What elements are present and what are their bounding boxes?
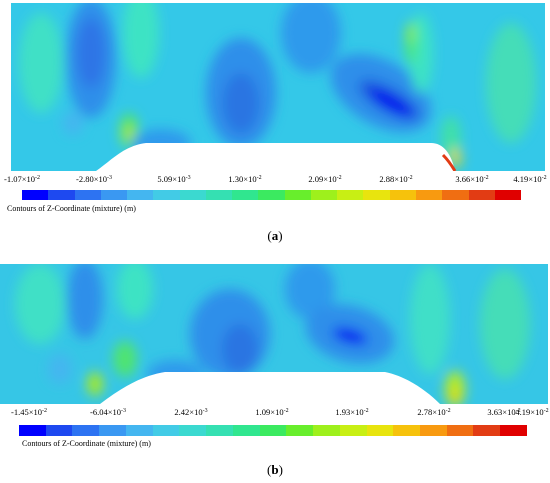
tick-label: 2.09×10-2 (308, 174, 342, 184)
colorbar-swatch (366, 425, 394, 436)
colorbar-swatch (206, 425, 233, 436)
tick-label: 5.09×10-3 (157, 174, 191, 184)
wall-body (96, 143, 455, 171)
colorbar-swatch (48, 190, 75, 200)
wall-body (100, 372, 440, 404)
contour-plot-a (11, 3, 545, 171)
colorbar-swatch (72, 425, 100, 436)
colorbar-swatch (232, 190, 259, 200)
colorbar-b (19, 425, 527, 436)
colorbar-swatch (152, 425, 180, 436)
tick-label: 3.66×10-2 (455, 174, 489, 184)
colorbar-swatch (389, 190, 416, 200)
colorbar-swatch (19, 425, 46, 436)
colorbar-swatch (258, 190, 285, 200)
tick-labels-b: -1.45×10-2 -6.04×10-3 2.42×10-3 1.09×10-… (0, 407, 550, 419)
tick-label: 3.63×10-2 (487, 407, 521, 417)
contour-plot-b (0, 264, 548, 404)
panel-b: -1.45×10-2 -6.04×10-3 2.42×10-3 1.09×10-… (0, 256, 550, 451)
tick-label: 2.88×10-2 (379, 174, 413, 184)
tick-label: 2.42×10-3 (174, 407, 208, 417)
colorbar-swatch (446, 425, 474, 436)
tick-label: -1.45×10-2 (11, 407, 47, 417)
colorbar-swatch (284, 190, 311, 200)
tick-labels-a: -1.07×10-2 -2.80×10-3 5.09×10-3 1.30×10-… (0, 174, 550, 186)
colorbar-caption-a: Contours of Z-Coordinate (mixture) (m) (7, 204, 136, 213)
colorbar-swatch (179, 190, 206, 200)
tick-label: -6.04×10-3 (90, 407, 126, 417)
tick-label: 4.19×10-2 (515, 407, 549, 417)
tick-label: 1.09×10-2 (255, 407, 289, 417)
colorbar-swatch (468, 190, 495, 200)
tick-label: -1.07×10-2 (4, 174, 40, 184)
colorbar-swatch (420, 425, 447, 436)
colorbar-swatch (259, 425, 287, 436)
colorbar-swatch (393, 425, 421, 436)
colorbar-swatch (205, 190, 233, 200)
colorbar-swatch (286, 425, 314, 436)
colorbar-swatch (494, 190, 522, 200)
tick-label: 2.78×10-2 (417, 407, 451, 417)
hot-spot (441, 153, 457, 171)
colorbar-caption-b: Contours of Z-Coordinate (mixture) (m) (22, 439, 151, 448)
colorbar-swatch (125, 425, 153, 436)
colorbar-swatch (179, 425, 207, 436)
colorbar-swatch (100, 190, 128, 200)
colorbar-swatch (232, 425, 260, 436)
colorbar-swatch (473, 425, 501, 436)
panel-label-a: (a) (267, 228, 283, 243)
tick-label: 1.93×10-2 (335, 407, 369, 417)
colorbar-a (22, 190, 522, 200)
contour-field (19, 3, 536, 168)
tick-label: 1.30×10-2 (228, 174, 262, 184)
colorbar-swatch (442, 190, 469, 200)
contour-field (15, 264, 530, 404)
tick-label: 4.19×10-2 (513, 174, 547, 184)
colorbar-swatch (153, 190, 180, 200)
colorbar-swatch (337, 190, 364, 200)
colorbar-swatch (127, 190, 154, 200)
colorbar-swatch (74, 190, 101, 200)
colorbar-swatch (310, 190, 338, 200)
colorbar-swatch (99, 425, 126, 436)
colorbar-swatch (313, 425, 340, 436)
colorbar-swatch (22, 190, 49, 200)
panel-a: -1.07×10-2 -2.80×10-3 5.09×10-3 1.30×10-… (0, 0, 550, 213)
tick-label: -2.80×10-3 (76, 174, 112, 184)
panel-label-b: (b) (267, 462, 283, 477)
colorbar-swatch (415, 190, 443, 200)
colorbar-swatch (45, 425, 73, 436)
colorbar-swatch (339, 425, 367, 436)
colorbar-swatch (500, 425, 527, 436)
colorbar-swatch (363, 190, 390, 200)
